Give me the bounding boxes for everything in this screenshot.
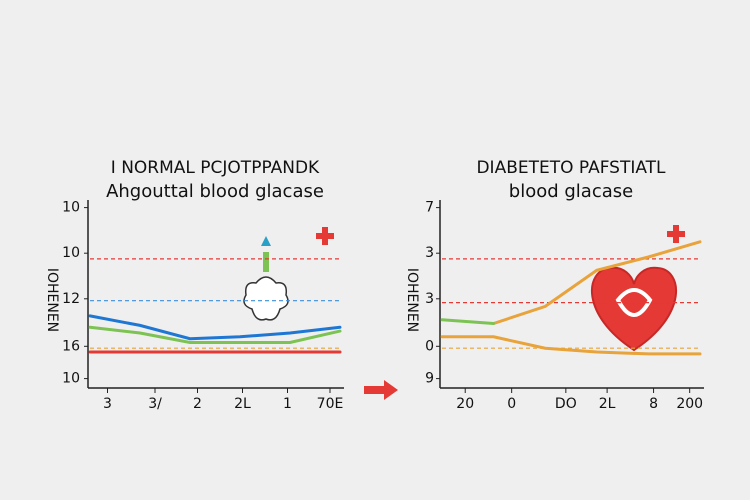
y-axis-label: IOHENEN bbox=[404, 268, 420, 332]
chart-title: DIABETETO PAFSTIATL bbox=[476, 158, 666, 178]
y-tick-label: 0 bbox=[425, 338, 434, 354]
y-tick-label: 9 bbox=[425, 371, 434, 387]
x-tick-label: 20 bbox=[456, 396, 474, 412]
chart-title: I NORMAL PCJOTPPANDK bbox=[111, 158, 320, 178]
bottle-icon bbox=[243, 236, 289, 321]
data-line bbox=[440, 335, 702, 356]
x-tick-label: 2L bbox=[599, 396, 616, 412]
x-tick-label: 0 bbox=[507, 396, 516, 412]
y-tick-label: 3 bbox=[425, 245, 434, 261]
y-tick-label: 10 bbox=[62, 200, 80, 216]
data-line bbox=[88, 325, 342, 344]
heart-icon bbox=[590, 266, 678, 352]
x-tick-label: 70E bbox=[317, 396, 344, 412]
data-line bbox=[440, 318, 496, 325]
x-tick-label: 8 bbox=[649, 396, 658, 412]
y-tick-label: 12 bbox=[62, 291, 80, 307]
chart-subtitle: Ahgouttal blood glacase bbox=[106, 181, 324, 202]
data-line bbox=[492, 240, 702, 325]
y-tick-label: 3 bbox=[425, 291, 434, 307]
x-tick-label: 2L bbox=[234, 396, 251, 412]
y-tick-label: 7 bbox=[425, 200, 434, 216]
chart-subtitle: blood glacase bbox=[509, 181, 633, 202]
x-tick-label: 3/ bbox=[148, 396, 162, 412]
y-axis-label: IOHENEN bbox=[44, 268, 60, 332]
y-tick-label: 10 bbox=[62, 371, 80, 387]
x-tick-label: 2 bbox=[193, 396, 202, 412]
x-tick-label: 200 bbox=[676, 396, 703, 412]
x-tick-label: 1 bbox=[283, 396, 292, 412]
plus-icon bbox=[316, 225, 685, 245]
x-tick-label: DO bbox=[555, 396, 577, 412]
x-tick-label: 3 bbox=[103, 396, 112, 412]
y-tick-label: 16 bbox=[62, 338, 80, 354]
arrow-icon bbox=[364, 380, 398, 400]
data-line bbox=[88, 314, 342, 341]
y-tick-label: 10 bbox=[62, 245, 80, 261]
